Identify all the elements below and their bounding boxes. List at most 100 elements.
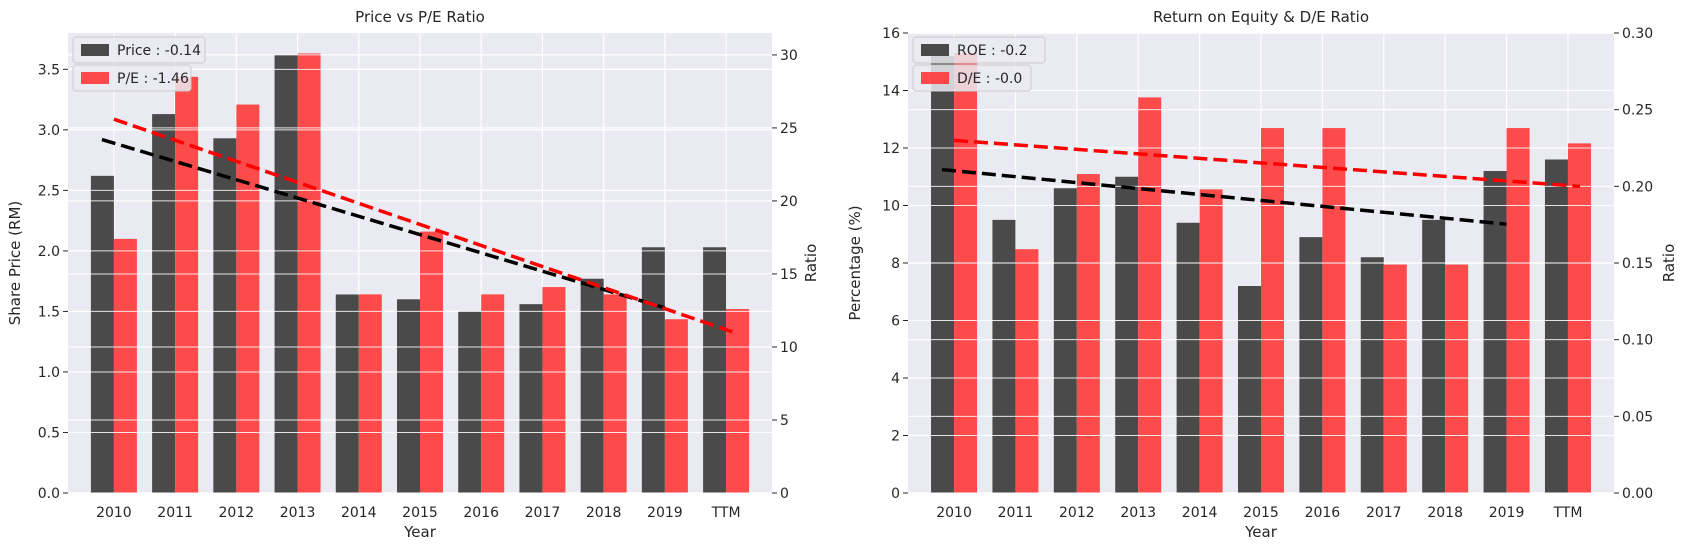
y-tick-label: 3.0 xyxy=(38,123,60,139)
legend-frame xyxy=(72,64,192,92)
x-tick-label: 2019 xyxy=(647,505,683,521)
bar-price xyxy=(458,311,482,493)
y-tick-label: 0 xyxy=(891,486,900,502)
bar-pe xyxy=(175,76,199,494)
x-tick-label: TTM xyxy=(1552,505,1582,521)
trend-line-right xyxy=(953,138,1581,189)
y-tick-label: 3.5 xyxy=(38,62,60,78)
y2-tick-label: 30 xyxy=(780,48,798,64)
y-axis-label: Share Price (RM) xyxy=(6,201,24,325)
y2-tick-label: 15 xyxy=(780,267,798,283)
y-tick-label: 16 xyxy=(882,26,900,42)
bar-roe xyxy=(1238,286,1261,493)
bar-price xyxy=(90,175,114,493)
trend-line-left xyxy=(941,167,1507,226)
bar-price xyxy=(397,299,420,493)
bar-de xyxy=(954,52,978,493)
x-tick-label: 2017 xyxy=(1366,505,1402,521)
x-tick-label: 2018 xyxy=(1427,505,1463,521)
legend-frame xyxy=(912,36,1046,64)
x-tick-label: 2015 xyxy=(1243,505,1279,521)
y2-tick-label: 10 xyxy=(780,340,798,356)
bar-de xyxy=(1015,249,1039,493)
bar-pe xyxy=(664,319,688,493)
bar-de xyxy=(1322,128,1346,494)
y-axis-label: Percentage (%) xyxy=(846,205,864,320)
legend-frame xyxy=(72,36,206,64)
bar-roe xyxy=(992,219,1016,493)
trend-line-left xyxy=(101,137,666,310)
bar-pe xyxy=(297,53,321,493)
bar-pe xyxy=(113,238,137,493)
x-tick-label: 2015 xyxy=(402,505,438,521)
bar-roe xyxy=(1299,237,1323,493)
bar-de xyxy=(1506,128,1530,494)
bar-price xyxy=(580,278,604,493)
y2-tick-label: 0.10 xyxy=(1622,333,1653,349)
bar-pe xyxy=(420,231,443,493)
y2-tick-label: 5 xyxy=(780,413,789,429)
legend-swatch xyxy=(81,44,109,56)
bar-price xyxy=(703,247,727,493)
y-tick-label: 2.5 xyxy=(38,183,60,199)
bar-roe xyxy=(1483,171,1507,493)
bar-price xyxy=(641,247,665,493)
x-tick-label: 2018 xyxy=(586,505,622,521)
x-axis-label: Year xyxy=(1244,523,1278,541)
bar-pe xyxy=(236,104,260,494)
bar-de xyxy=(1076,174,1100,494)
bar-pe xyxy=(481,294,505,493)
x-tick-label: 2012 xyxy=(219,505,255,521)
bar-roe xyxy=(1360,257,1384,493)
y-tick-label: 1.5 xyxy=(38,304,60,320)
legend-swatch xyxy=(921,44,949,56)
y2-tick-label: 20 xyxy=(780,194,798,210)
legend-box: P/E : -1.46 xyxy=(72,64,192,92)
bar-roe xyxy=(1544,159,1568,493)
legend-box: Price : -0.14 xyxy=(72,36,206,64)
legend-label: P/E : -1.46 xyxy=(117,71,189,87)
x-tick-label: 2014 xyxy=(1182,505,1218,521)
x-tick-label: 2013 xyxy=(1120,505,1156,521)
bar-pe xyxy=(542,287,566,493)
y-tick-label: 14 xyxy=(882,84,900,100)
legend-label: D/E : -0.0 xyxy=(957,71,1022,87)
x-tick-label: 2011 xyxy=(998,505,1034,521)
bar-price xyxy=(213,138,237,493)
bar-pe xyxy=(603,294,627,493)
y2-axis-label: Ratio xyxy=(1660,244,1678,283)
bar-de xyxy=(1445,264,1469,493)
x-tick-label: 2016 xyxy=(1305,505,1341,521)
y2-tick-label: 0.20 xyxy=(1622,179,1653,195)
bar-de xyxy=(1138,97,1162,494)
bar-pe xyxy=(358,294,382,493)
bar-roe xyxy=(1115,176,1139,493)
y2-tick-label: 0.30 xyxy=(1622,26,1653,42)
x-tick-label: 2010 xyxy=(96,505,132,521)
bar-de xyxy=(1383,264,1407,493)
y-tick-label: 1.0 xyxy=(38,365,60,381)
bar-price xyxy=(519,304,543,493)
bar-roe xyxy=(1422,219,1446,493)
x-tick-label: 2013 xyxy=(280,505,316,521)
chart-title: Price vs P/E Ratio xyxy=(355,8,485,26)
bar-roe xyxy=(1053,188,1077,493)
bar-de xyxy=(1199,189,1223,493)
legend-swatch xyxy=(81,72,109,84)
x-axis-label: Year xyxy=(403,523,437,541)
legend-box: D/E : -0.0 xyxy=(912,64,1032,92)
y2-tick-label: 0.15 xyxy=(1622,256,1653,272)
x-tick-label: 2012 xyxy=(1059,505,1095,521)
x-tick-label: 2010 xyxy=(936,505,972,521)
y2-tick-label: 0.00 xyxy=(1622,486,1653,502)
x-tick-label: TTM xyxy=(711,505,741,521)
chart-title: Return on Equity & D/E Ratio xyxy=(1153,8,1369,26)
x-tick-label: 2011 xyxy=(157,505,193,521)
x-tick-label: 2014 xyxy=(341,505,377,521)
chart-1: 2010 2011 2012 2013 2014 2015 2016 2017 2018 2019… xyxy=(6,8,820,541)
legend-label: Price : -0.14 xyxy=(117,43,201,59)
bar-pe xyxy=(726,309,750,493)
y2-tick-label: 0.25 xyxy=(1622,103,1653,119)
legend-frame xyxy=(912,64,1032,92)
